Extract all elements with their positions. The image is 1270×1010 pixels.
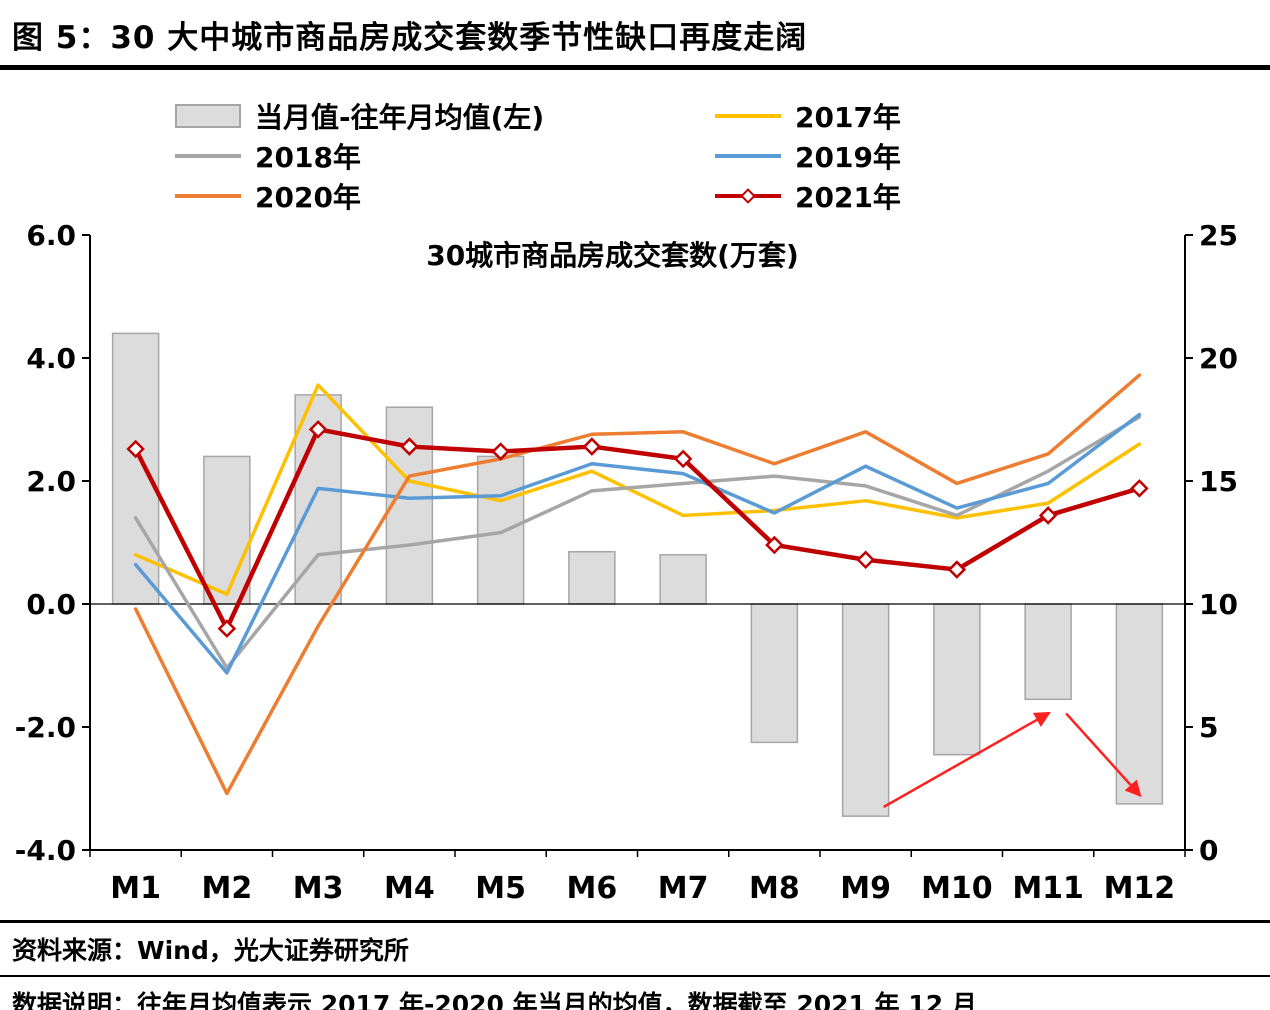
x-axis-label: M1 <box>110 871 161 906</box>
diamond-marker-icon <box>765 535 784 555</box>
legend-label: 2018年 <box>255 141 361 174</box>
diamond-marker-icon <box>308 420 328 439</box>
chart-svg: 6.0 4.0 2.0 0.0 -2.0 -4.0 25 20 15 10 5 0 M1 M2 M3 M4 M5… <box>15 220 1238 906</box>
legend-line-swatch <box>175 154 241 158</box>
legend-line-swatch <box>715 188 781 204</box>
diamond-marker-icon <box>582 437 602 456</box>
diamond-marker-icon <box>400 437 419 456</box>
bar-M6 <box>568 550 616 605</box>
annotation-arrow <box>883 711 1051 809</box>
annotation-arrow <box>1065 712 1142 798</box>
legend-line-swatch <box>175 194 241 198</box>
right-axis-tick-label: 20 <box>1199 342 1238 375</box>
x-axis-label: M5 <box>475 871 526 906</box>
diamond-marker-icon <box>673 449 693 469</box>
diamond-marker-icon <box>947 560 967 579</box>
x-axis-label: M2 <box>202 871 253 906</box>
x-axis-label: M8 <box>749 871 800 906</box>
bar-M10 <box>933 603 981 756</box>
line-2020年 <box>133 373 1142 796</box>
figure-footer: 资料来源：Wind，光大证券研究所 数据说明：往年月均值表示 2017 年-20… <box>0 920 1270 1010</box>
legend-item-1: 2017年 <box>715 96 1270 136</box>
bar-M9 <box>841 603 890 817</box>
legend-label: 2021年 <box>795 181 901 214</box>
left-axis-tick-label: 2.0 <box>26 465 76 498</box>
source-note: 资料来源：Wind，光大证券研究所 <box>0 923 1270 977</box>
diamond-marker-icon <box>740 188 756 204</box>
line-2017年 <box>133 383 1142 596</box>
right-axis-tick-label: 0 <box>1199 834 1218 867</box>
bar-M2 <box>203 455 251 605</box>
diamond-marker-icon <box>126 439 145 459</box>
line-2019年 <box>133 412 1142 675</box>
left-axis-tick-label: 4.0 <box>26 342 76 375</box>
diamond-marker-icon <box>856 550 875 569</box>
legend-item-0: 当月值-往年月均值(左) <box>175 96 715 136</box>
bar-M5 <box>476 455 525 605</box>
x-axis-label: M4 <box>384 871 435 906</box>
bar-M8 <box>750 603 799 744</box>
legend-label: 2019年 <box>795 141 901 174</box>
bar-M12 <box>1115 603 1164 805</box>
legend-line-swatch <box>715 114 781 118</box>
left-axis-tick-label: 0.0 <box>26 588 76 621</box>
left-axis-tick-label: -4.0 <box>15 834 76 867</box>
figure-title: 图 5：30 大中城市商品房成交套数季节性缺口再度走阔 <box>12 20 808 56</box>
x-axis-label: M10 <box>921 871 993 906</box>
x-axis-label: M9 <box>840 871 891 906</box>
chart-subtitle: 30城市商品房成交套数(万套) <box>426 239 799 272</box>
left-axis-tick-label: 6.0 <box>26 220 76 252</box>
line-2018年 <box>133 415 1142 670</box>
x-axis-label: M6 <box>567 871 618 906</box>
legend-item-2: 2018年 <box>175 136 715 176</box>
diamond-marker-icon <box>1038 506 1058 525</box>
chart-legend: 当月值-往年月均值(左) 2017年 2018年 2019年 2020年 2021年 <box>175 96 1270 216</box>
line-2021年 <box>133 427 1142 631</box>
diamond-marker-icon <box>1130 479 1149 498</box>
x-axis-label: M12 <box>1104 871 1176 906</box>
diamond-marker-icon <box>217 619 237 638</box>
legend-label: 2017年 <box>795 101 901 134</box>
right-axis-tick-label: 5 <box>1199 711 1218 744</box>
bar-M11 <box>1024 603 1072 701</box>
right-axis-tick-label: 15 <box>1199 465 1238 498</box>
data-note: 数据说明：往年月均值表示 2017 年-2020 年当月的均值，数据截至 202… <box>12 990 977 1010</box>
right-axis-tick-label: 10 <box>1199 588 1238 621</box>
x-axis-label: M11 <box>1012 871 1084 906</box>
x-axis-label: M7 <box>658 871 709 906</box>
left-axis-tick-label: -2.0 <box>15 711 76 744</box>
legend-item-3: 2019年 <box>715 136 1270 176</box>
legend-label: 2020年 <box>255 181 361 214</box>
figure-header: 图 5：30 大中城市商品房成交套数季节性缺口再度走阔 <box>0 0 1270 70</box>
right-axis-tick-label: 25 <box>1199 220 1238 252</box>
legend-label: 当月值-往年月均值(左) <box>255 101 545 134</box>
diamond-marker-icon <box>491 442 510 461</box>
bar-M7 <box>659 554 707 605</box>
legend-bar-swatch <box>175 104 241 128</box>
x-axis-label: M3 <box>293 871 344 906</box>
legend-item-4: 2020年 <box>175 176 715 216</box>
legend-line-swatch <box>715 154 781 158</box>
bar-M1 <box>111 332 160 605</box>
legend-item-5: 2021年 <box>715 176 1270 216</box>
